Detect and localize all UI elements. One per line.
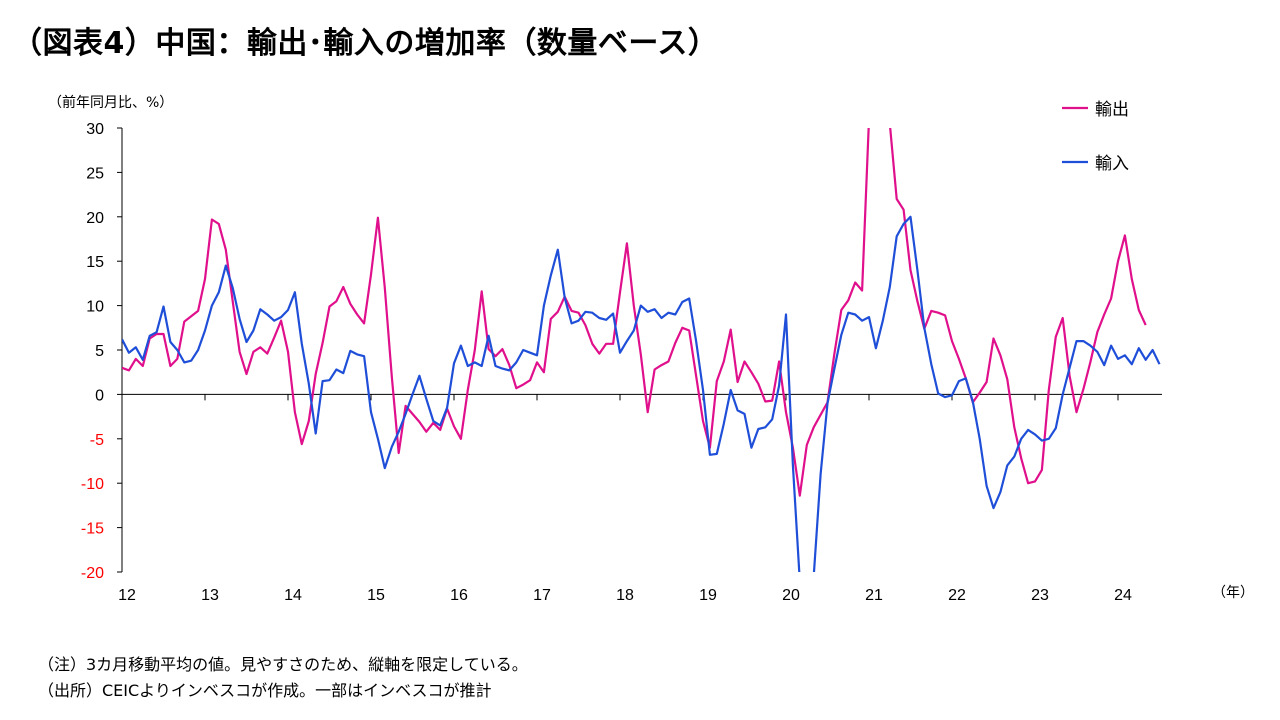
y-tick-label: 25 xyxy=(86,165,104,182)
series-line-import xyxy=(122,215,1161,572)
x-tick-label: 21 xyxy=(865,587,883,604)
y-tick-label: 30 xyxy=(86,121,104,138)
x-tick-label: 23 xyxy=(1031,587,1049,604)
y-tick-label: 5 xyxy=(95,343,104,360)
x-axis-unit-label: （年） xyxy=(1212,585,1254,601)
x-tick-label: 19 xyxy=(699,587,717,604)
x-tick-label: 13 xyxy=(201,587,219,604)
y-tick-label: 20 xyxy=(86,210,104,227)
chart-title: （図表4）中国：輸出･輸入の増加率（数量ベース） xyxy=(12,26,719,61)
y-tick-label: 0 xyxy=(95,387,104,404)
legend: 輸出 輸入 xyxy=(1062,100,1129,174)
y-axis-unit-label: （前年同月比、%） xyxy=(48,95,174,111)
legend-label-export: 輸出 xyxy=(1095,100,1129,120)
legend-label-import: 輸入 xyxy=(1095,154,1129,174)
footnotes: （注）3カ月移動平均の値。見やすさのため、縦軸を限定している。 （出所）CEIC… xyxy=(38,652,528,704)
x-tick-label: 20 xyxy=(782,587,800,604)
y-tick-label: 10 xyxy=(86,299,104,316)
x-tick-label: 24 xyxy=(1114,587,1132,604)
series-line-export xyxy=(122,128,1147,497)
x-tick-label: 17 xyxy=(533,587,551,604)
y-tick-label: 15 xyxy=(86,254,104,271)
x-tick-label: 12 xyxy=(118,587,136,604)
x-tick-label: 16 xyxy=(450,587,468,604)
x-tick-label: 22 xyxy=(948,587,966,604)
y-tick-label: -15 xyxy=(81,521,104,538)
footnote-note: （注）3カ月移動平均の値。見やすさのため、縦軸を限定している。 xyxy=(38,655,528,674)
y-tick-label: -5 xyxy=(90,432,104,449)
x-tick-label: 14 xyxy=(284,587,302,604)
y-tick-label: -20 xyxy=(81,565,104,582)
y-tick-label: -10 xyxy=(81,476,104,493)
x-tick-label: 18 xyxy=(616,587,634,604)
footnote-source: （出所）CEICよりインベスコが作成。一部はインベスコが推計 xyxy=(38,681,492,700)
x-tick-label: 15 xyxy=(367,587,385,604)
